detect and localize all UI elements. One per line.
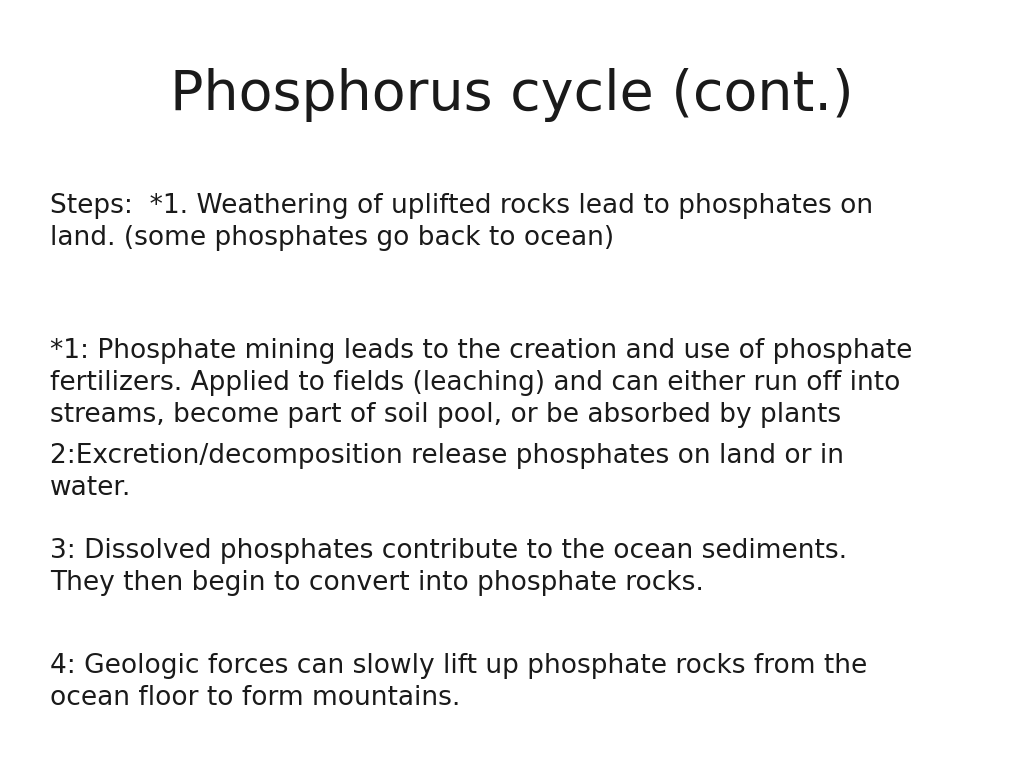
Text: 4: Geologic forces can slowly lift up phosphate rocks from the
ocean floor to fo: 4: Geologic forces can slowly lift up ph… (50, 653, 867, 711)
Text: 2:Excretion/decomposition release phosphates on land or in
water.: 2:Excretion/decomposition release phosph… (50, 443, 844, 501)
Text: Steps:  *1. Weathering of uplifted rocks lead to phosphates on
land. (some phosp: Steps: *1. Weathering of uplifted rocks … (50, 193, 873, 251)
Text: 3: Dissolved phosphates contribute to the ocean sediments.
They then begin to co: 3: Dissolved phosphates contribute to th… (50, 538, 847, 596)
Text: Phosphorus cycle (cont.): Phosphorus cycle (cont.) (170, 68, 854, 122)
Text: *1: Phosphate mining leads to the creation and use of phosphate
fertilizers. App: *1: Phosphate mining leads to the creati… (50, 338, 912, 428)
